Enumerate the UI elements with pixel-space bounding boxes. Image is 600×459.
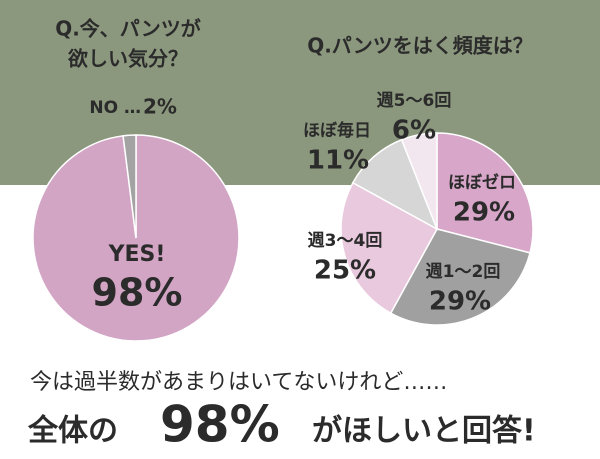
slice-value-label: 6% <box>392 116 436 146</box>
chart-title: Q.今、パンツが <box>55 17 201 41</box>
slice-value-label: 29% <box>453 198 515 228</box>
slice-label: YES! <box>108 242 166 267</box>
chart-title: 欲しい気分？ <box>67 47 188 71</box>
slice-label: ほぼ毎日 <box>303 120 371 141</box>
pie-slice <box>340 181 439 315</box>
slice-label: NO … <box>89 98 141 118</box>
pie-slice <box>122 134 137 239</box>
slice-label: 週3〜4回 <box>308 231 383 251</box>
slice-label: ほぼゼロ <box>448 172 516 193</box>
slice-value-label: 29% <box>429 287 491 317</box>
footer-line1: 今は過半数があまりはいてないけれど…… <box>30 370 447 395</box>
slice-value-label: 2% <box>143 95 177 119</box>
slice-label: 週1〜2回 <box>426 262 501 282</box>
pie-slice <box>436 132 534 254</box>
slice-value-label: 11% <box>307 146 369 176</box>
pie-slice <box>400 132 438 230</box>
slice-label: 週5〜6回 <box>377 91 452 111</box>
chart-title: Q.パンツをはく頻度は？ <box>307 34 533 58</box>
pie-slice <box>389 228 531 326</box>
footer-post: がほしいと回答! <box>312 414 536 449</box>
pie-slice <box>351 138 439 231</box>
slice-value-label: 98% <box>92 271 183 315</box>
slice-value-label: 25% <box>314 256 376 286</box>
footer-value: 98% <box>160 396 280 454</box>
footer-pre: 全体の <box>27 414 118 449</box>
